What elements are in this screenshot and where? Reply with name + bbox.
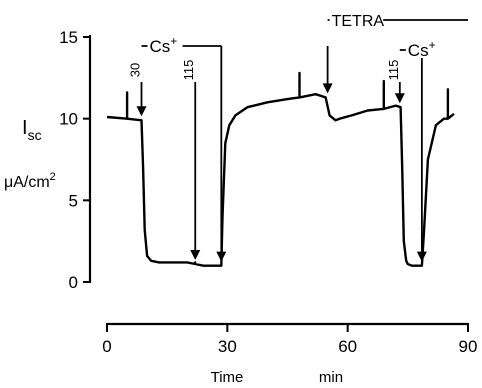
ylabel-unit-superscript: 2: [50, 171, 56, 183]
bracket-label: TETRA: [332, 13, 385, 30]
arrow-label: 115: [181, 60, 196, 81]
treatment-bracket: Cs+: [141, 34, 222, 56]
bracket-label-bg: [405, 40, 441, 58]
treatment-bracket: Cs+: [399, 38, 441, 60]
chart-annotations: 30 115 115 Cs+ TETRA Cs+: [127, 10, 468, 262]
y-tick-label: 15: [59, 28, 78, 47]
arrow-label: 115: [386, 60, 401, 81]
arrow-head: [190, 250, 201, 261]
xlabel-unit: min: [319, 369, 343, 386]
isc-trace-line: [106, 71, 455, 267]
arrow-label: 30: [127, 63, 142, 77]
x-tick-label: 30: [218, 337, 237, 356]
y-tick-label: 5: [69, 191, 78, 210]
chart-ticks: 0 5 10 15 0 30 60 90: [59, 28, 477, 356]
ylabel-main: Isc: [22, 117, 42, 143]
chart-axes: [88, 35, 468, 326]
x-tick-label: 90: [459, 337, 478, 356]
bracket-label-bg: [329, 10, 384, 28]
x-tick-label: 60: [338, 337, 357, 356]
treatment-bracket: TETRA: [327, 10, 468, 30]
bracket-label: Cs+: [408, 38, 436, 60]
x-tick-label: 0: [102, 337, 111, 356]
ylabel-subscript: sc: [28, 127, 42, 143]
bracket-label: Cs+: [149, 34, 177, 56]
ylabel-unit: μA/cm2: [4, 171, 56, 191]
arrow-head: [136, 106, 147, 117]
y-tick-label: 0: [69, 273, 78, 292]
y-tick-label: 10: [59, 110, 78, 129]
arrow-head: [394, 93, 405, 104]
bracket-label-bg: [147, 36, 183, 54]
xlabel-time: Time: [211, 369, 244, 386]
arrow-head: [322, 83, 333, 94]
